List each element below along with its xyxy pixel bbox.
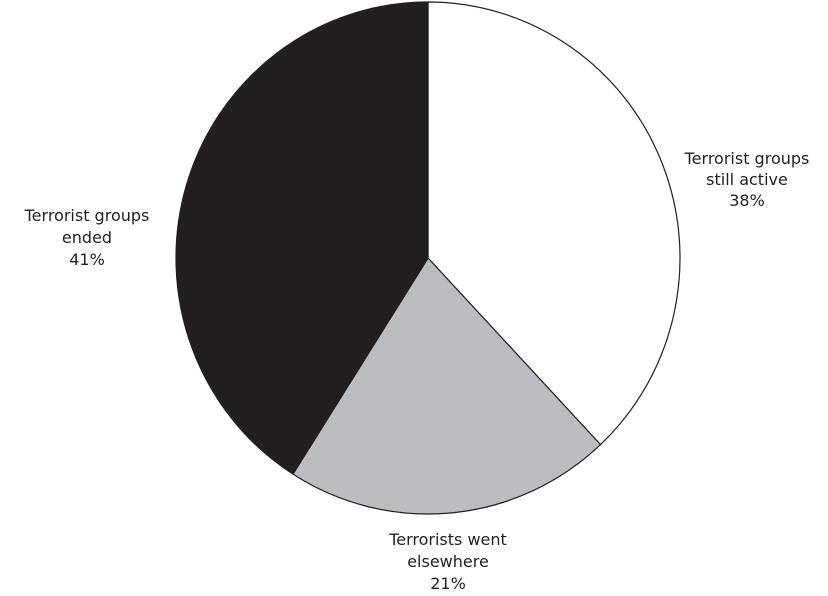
slice-label-ended: Terrorist groups ended 41% bbox=[24, 206, 150, 269]
label-ended-line-2: ended bbox=[62, 228, 112, 247]
pie-slices bbox=[175, 1, 681, 515]
slice-label-still-active: Terrorist groups still active 38% bbox=[684, 149, 810, 210]
pie-slice-ended bbox=[175, 1, 429, 475]
label-still-active-value: 38% bbox=[729, 191, 765, 210]
label-still-active-line-1: Terrorist groups bbox=[684, 149, 810, 168]
label-went-elsewhere-line-1: Terrorists went bbox=[388, 530, 507, 549]
slice-label-went-elsewhere: Terrorists went elsewhere 21% bbox=[388, 530, 507, 593]
label-ended-line-1: Terrorist groups bbox=[24, 206, 150, 225]
label-went-elsewhere-line-2: elsewhere bbox=[407, 552, 489, 571]
pie-slice-went-elsewhere bbox=[292, 257, 602, 515]
pie-slice-still-active bbox=[427, 1, 681, 446]
label-ended-value: 41% bbox=[69, 250, 105, 269]
label-went-elsewhere-value: 21% bbox=[430, 574, 466, 593]
label-still-active-line-2: still active bbox=[706, 170, 788, 189]
